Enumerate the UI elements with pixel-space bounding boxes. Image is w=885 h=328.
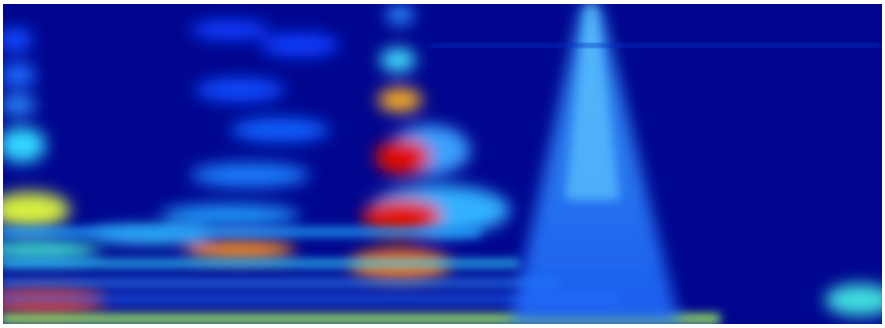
blob xyxy=(185,240,295,260)
stripe xyxy=(3,228,480,236)
blob xyxy=(190,20,270,40)
blob xyxy=(3,63,36,87)
blob xyxy=(378,88,422,112)
stripe xyxy=(3,296,620,302)
blob xyxy=(160,205,300,225)
blob xyxy=(3,28,33,52)
blob xyxy=(380,48,416,72)
left-column xyxy=(3,28,105,312)
blob xyxy=(3,95,36,115)
stripe xyxy=(3,314,720,324)
cone-core xyxy=(565,4,620,200)
blob xyxy=(190,163,310,187)
corner-blob xyxy=(825,284,882,316)
blob xyxy=(3,240,100,260)
stripe xyxy=(3,280,560,286)
blob xyxy=(230,118,330,142)
heatmap xyxy=(3,4,882,324)
faint-line xyxy=(430,44,882,47)
blob xyxy=(386,5,414,25)
blob xyxy=(195,78,285,102)
bottom-stripes xyxy=(3,228,720,324)
blob xyxy=(3,127,46,163)
bright-column xyxy=(350,5,510,281)
stripe xyxy=(3,260,520,267)
blob xyxy=(3,192,70,228)
blob xyxy=(375,139,431,175)
blob xyxy=(260,33,340,57)
blob xyxy=(362,199,442,235)
